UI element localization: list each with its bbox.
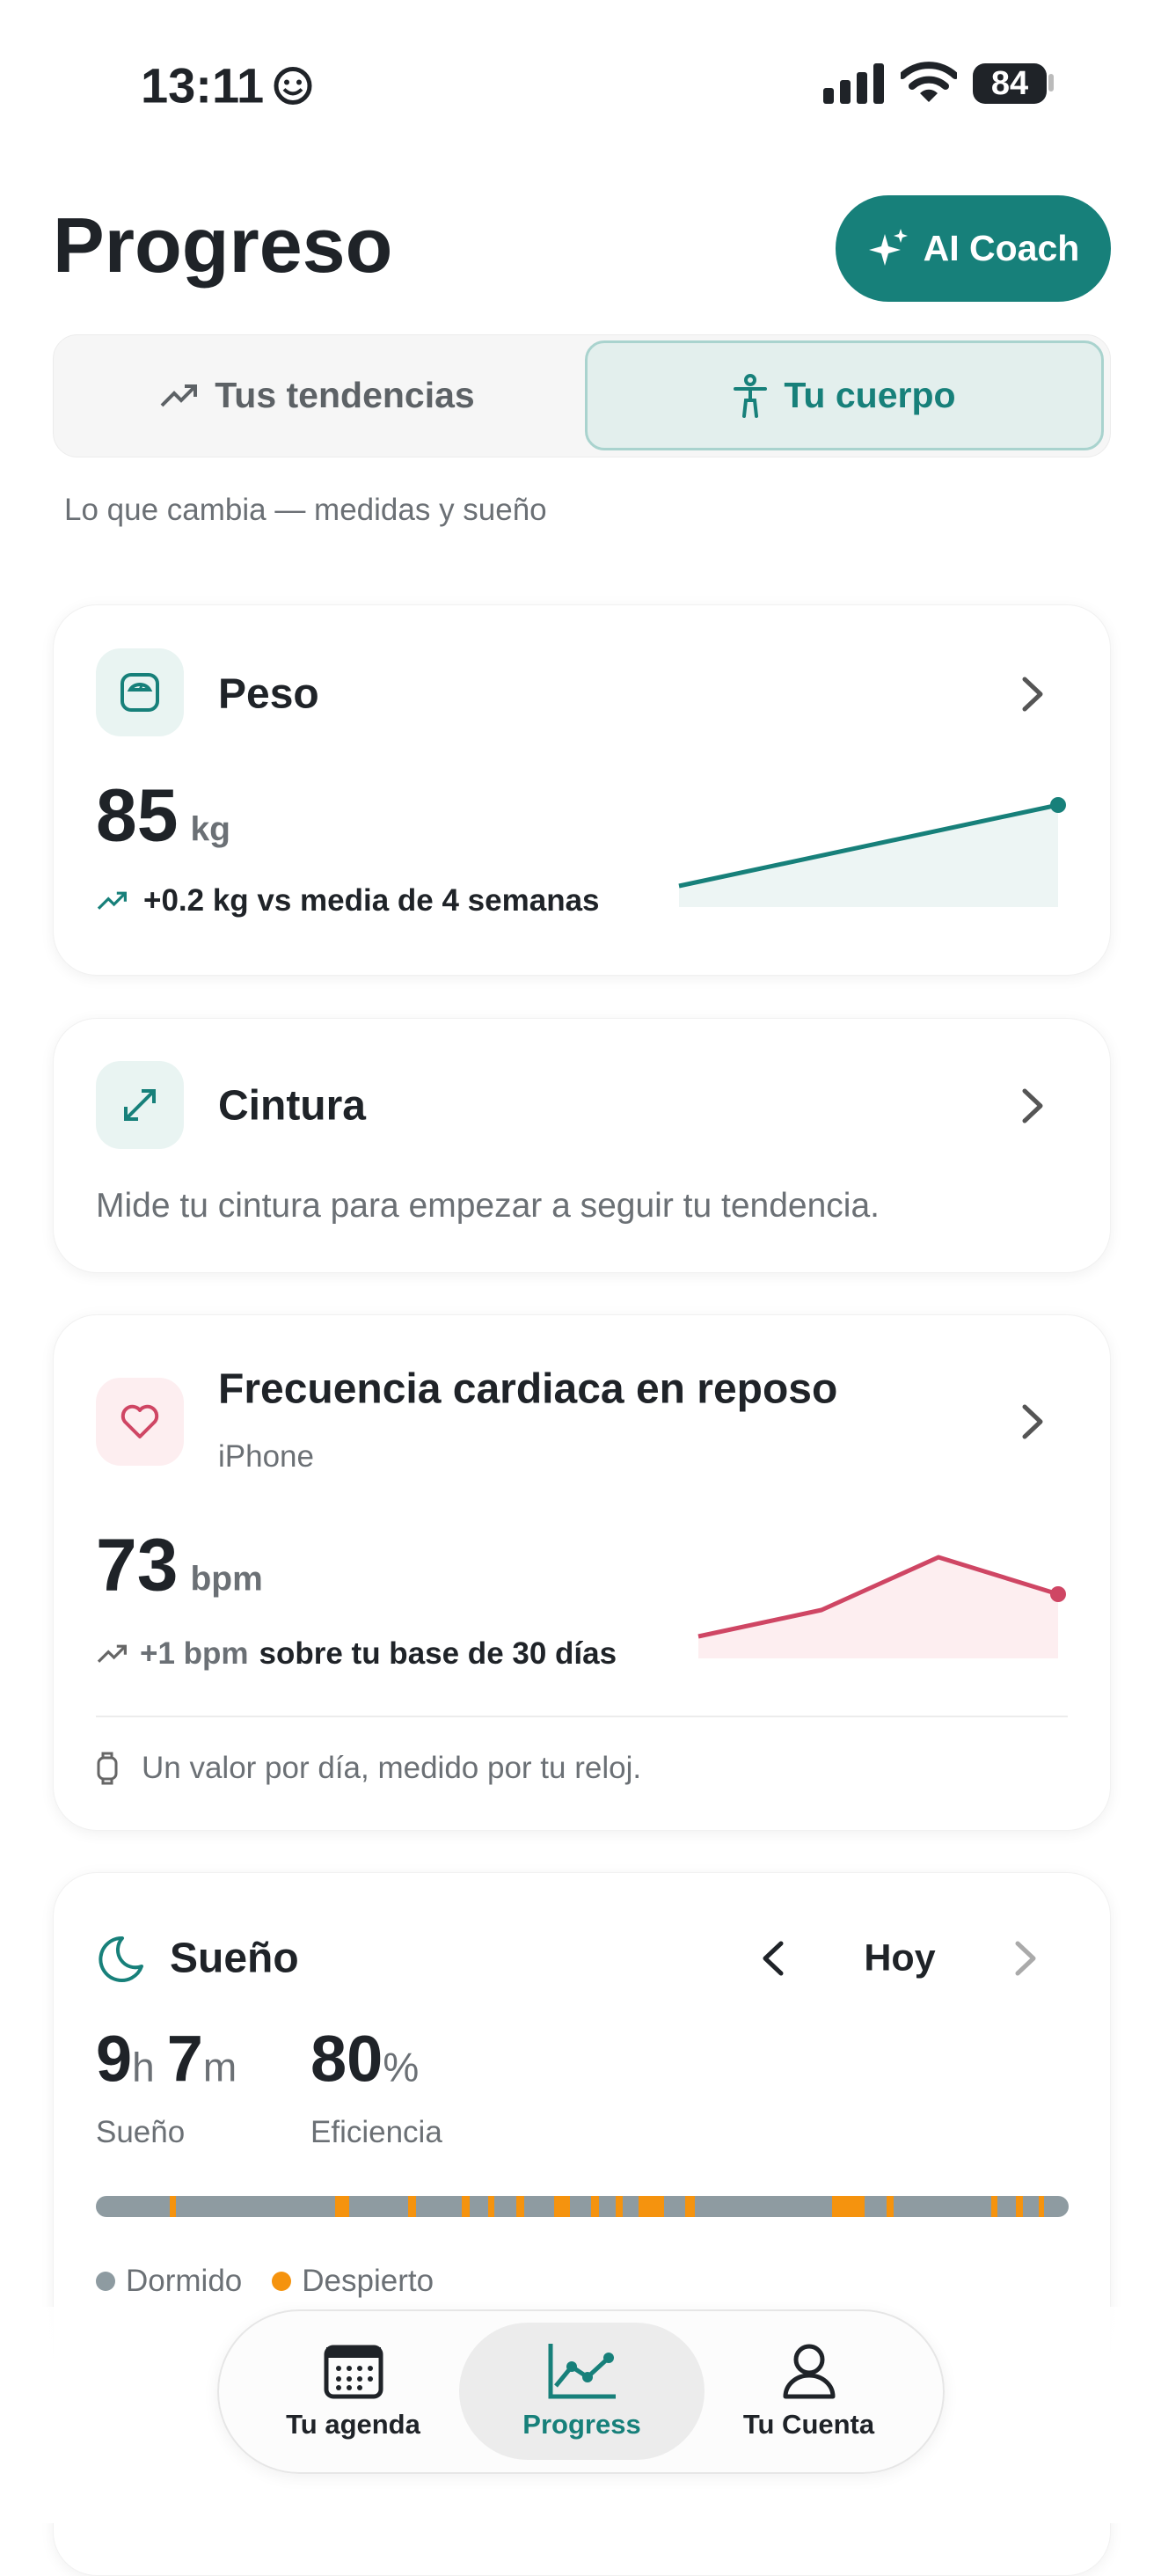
period: Hoy — [864, 1936, 936, 1980]
nav-label: Progress — [522, 2409, 641, 2440]
status-time: 13:11 — [141, 57, 313, 114]
hours-unit: h — [132, 2044, 155, 2090]
waist-message: Mide tu cintura para empezar a seguir tu… — [96, 1187, 880, 1225]
chevron — [1022, 1404, 1043, 1439]
efficiency-label: Eficiencia — [310, 2115, 442, 2149]
weight-sparkline — [678, 797, 1066, 907]
card-title: Peso — [218, 670, 319, 718]
chevron — [1022, 1088, 1043, 1123]
weight-change: +0.2 kg vs media de 4 semanas — [96, 883, 600, 918]
next-day[interactable] — [1014, 1940, 1037, 1977]
card-title: Cintura — [218, 1082, 366, 1130]
legend-swatch — [96, 2272, 115, 2291]
sparkle-icon — [868, 228, 908, 266]
nav-item[interactable]: Progress — [459, 2323, 705, 2460]
weight-reading: 85 kg — [96, 773, 230, 859]
tab[interactable]: Tus tendencias — [58, 340, 577, 450]
prev-day[interactable] — [762, 1940, 785, 1977]
source: iPhone — [218, 1439, 314, 1474]
value: 85 — [96, 773, 179, 857]
ai-coach-label: AI Coach — [923, 228, 1080, 268]
legend-label: Despierto — [302, 2264, 434, 2298]
wifi-icon — [901, 62, 957, 102]
waist-card[interactable]: Cintura Mide tu cintura para empezar a s… — [53, 1018, 1111, 1273]
tab-label: Tus tendencias — [215, 375, 475, 415]
smiley-icon — [274, 66, 312, 105]
heart-rate-card[interactable]: Frecuencia cardiaca en reposo iPhone 73 b… — [53, 1314, 1111, 1831]
chevron — [1022, 677, 1043, 712]
signal-icon — [823, 63, 884, 104]
body-icon — [734, 373, 768, 418]
nav-item[interactable]: Tu Cuenta — [686, 2323, 931, 2460]
ai-coach-button[interactable]: AI Coach — [836, 195, 1111, 302]
heart-rate-change: +1 bpm sobre tu base de 30 días — [96, 1636, 617, 1672]
measure-icon — [96, 1061, 184, 1149]
change-text: sobre tu base de 30 días — [259, 1636, 617, 1671]
minutes: 7 — [166, 2022, 203, 2096]
legend: Dormido Despierto — [96, 2264, 434, 2299]
change-value: +1 bpm — [140, 1636, 249, 1671]
legend-label: Dormido — [126, 2264, 243, 2298]
heart-icon — [96, 1378, 184, 1466]
screen: 13:11 84 Progreso AI Coach Tus tendencia… — [0, 57, 1161, 2576]
card-title: Sueño — [170, 1935, 299, 1982]
footnote: Un valor por día, medido por tu reloj. — [96, 1751, 641, 1786]
sleep-timeline — [96, 2196, 1069, 2217]
tab-label: Tu cuerpo — [784, 375, 956, 415]
efficiency: 80 — [310, 2022, 383, 2096]
duration-label: Sueño — [96, 2115, 186, 2149]
battery-level: 84 — [990, 64, 1029, 102]
hours: 9 — [96, 2022, 133, 2096]
unit: kg — [190, 810, 230, 849]
sleep-efficiency: 80% — [310, 2022, 419, 2097]
nav-label: Tu Cuenta — [742, 2409, 875, 2440]
heart-rate-sparkline — [697, 1555, 1066, 1658]
page: Progreso {"status_bar":{"time":"13:11","… — [0, 57, 1161, 2576]
tab[interactable]: Tu cuerpo — [585, 340, 1104, 450]
divider — [96, 1716, 1068, 1717]
nav-item[interactable]: Tu agenda — [230, 2323, 476, 2460]
weight-card[interactable]: Peso 85 kg +0.2 kg vs media de 4 semanas — [53, 604, 1111, 976]
moon-icon — [99, 1936, 143, 1982]
change-text: +0.2 kg vs media de 4 semanas — [143, 883, 600, 918]
minutes-unit: m — [202, 2044, 237, 2090]
footnote-text: Un valor por día, medido por tu reloj. — [142, 1751, 642, 1785]
scale-icon — [96, 648, 184, 736]
heart-rate-reading: 73 bpm — [96, 1523, 263, 1608]
page-title: Progreso — [53, 201, 393, 289]
trend-icon — [160, 384, 198, 406]
nav-label: Tu agenda — [286, 2409, 420, 2440]
time-text: 13:11 — [141, 57, 265, 113]
battery-cap — [1048, 74, 1054, 91]
subtitle: Lo que cambia — medidas y sueño — [64, 493, 547, 527]
legend-swatch — [272, 2272, 292, 2291]
value: 73 — [96, 1523, 179, 1606]
efficiency-unit: % — [383, 2044, 420, 2090]
card-title: Frecuencia cardiaca en reposo — [218, 1365, 838, 1413]
battery: 84 — [973, 63, 1047, 104]
unit: bpm — [190, 1560, 263, 1599]
